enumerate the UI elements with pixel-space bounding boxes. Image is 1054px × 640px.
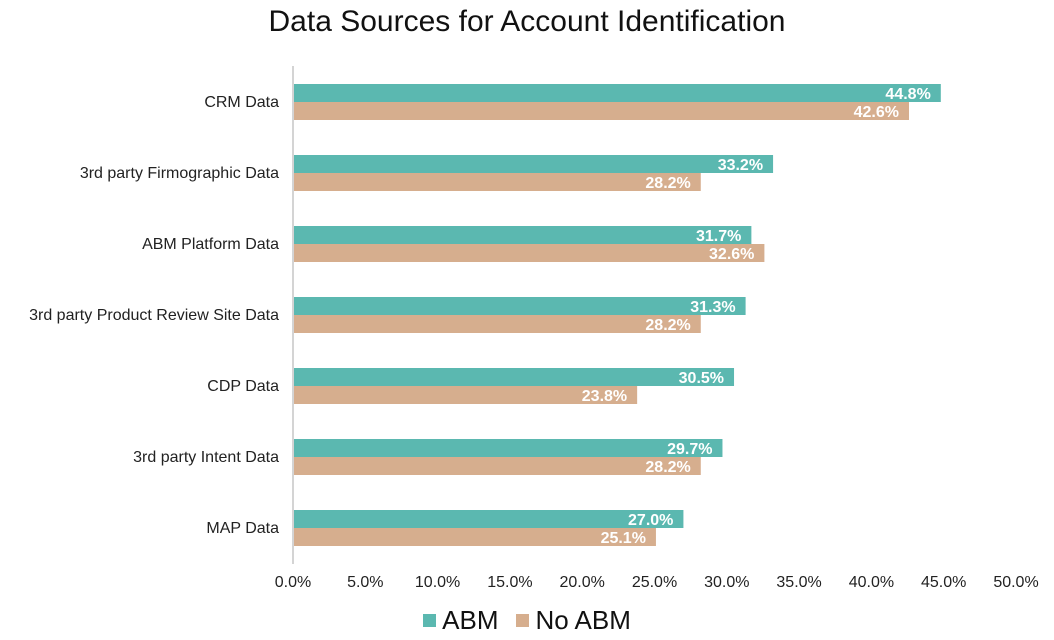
x-tick-label-7: 35.0% xyxy=(776,574,821,591)
bar-no-abm-cdp-data xyxy=(294,386,638,404)
data-label-no-abm-abm-platform-data: 32.6% xyxy=(709,246,754,263)
x-tick-label-4: 20.0% xyxy=(560,574,605,591)
category-label-abm-platform-data: ABM Platform Data xyxy=(142,236,279,253)
chart-plot: CRM Data 44.8%42.6% 3rd party Firmographic… xyxy=(29,66,1039,591)
category-label-3rd-party-firmographic-data: 3rd party Firmographic Data xyxy=(80,165,279,182)
bar-no-abm-3rd-party-firmographic-data xyxy=(294,173,701,191)
x-tick-label-6: 30.0% xyxy=(704,574,749,591)
x-tick-label-10: 50.0% xyxy=(993,574,1038,591)
legend-swatch-abm xyxy=(423,613,437,627)
bar-abm-3rd-party-intent-data xyxy=(294,439,723,457)
x-tick-label-1: 5.0% xyxy=(347,574,383,591)
data-label-abm-abm-platform-data: 31.7% xyxy=(696,228,741,245)
category-label-3rd-party-product-review-site-data: 3rd party Product Review Site Data xyxy=(29,307,279,324)
bar-no-abm-crm-data xyxy=(294,102,909,120)
bar-abm-map-data xyxy=(294,510,684,528)
data-label-no-abm-cdp-data: 23.8% xyxy=(582,388,627,405)
legend-swatch-no-abm xyxy=(516,613,530,627)
bar-abm-cdp-data xyxy=(294,368,735,386)
legend: ABM No ABM xyxy=(0,600,1054,640)
bar-no-abm-map-data xyxy=(294,528,656,546)
x-tick-label-5: 25.0% xyxy=(632,574,677,591)
data-label-no-abm-3rd-party-firmographic-data: 28.2% xyxy=(645,175,690,192)
data-label-abm-crm-data: 44.8% xyxy=(885,86,930,103)
x-tick-label-8: 40.0% xyxy=(849,574,894,591)
data-label-abm-cdp-data: 30.5% xyxy=(679,370,724,387)
legend-label-no-abm: No ABM xyxy=(535,604,631,635)
legend-label-abm: ABM xyxy=(442,604,499,635)
x-tick-label-3: 15.0% xyxy=(487,574,532,591)
data-label-no-abm-3rd-party-intent-data: 28.2% xyxy=(645,459,690,476)
category-label-crm-data: CRM Data xyxy=(204,94,279,111)
data-label-abm-map-data: 27.0% xyxy=(628,512,673,529)
category-label-3rd-party-intent-data: 3rd party Intent Data xyxy=(133,449,279,466)
data-label-no-abm-crm-data: 42.6% xyxy=(854,104,899,121)
x-tick-label-2: 10.0% xyxy=(415,574,460,591)
bar-abm-abm-platform-data xyxy=(294,226,752,244)
data-label-abm-3rd-party-intent-data: 29.7% xyxy=(667,441,712,458)
legend-item-no-abm: No ABM xyxy=(516,604,631,636)
legend-item-abm: ABM xyxy=(423,605,498,636)
bar-abm-3rd-party-firmographic-data xyxy=(294,155,774,173)
bar-no-abm-3rd-party-intent-data xyxy=(294,457,701,475)
data-label-abm-3rd-party-product-review-site-data: 31.3% xyxy=(690,299,735,316)
bar-no-abm-3rd-party-product-review-site-data xyxy=(294,315,701,333)
data-label-no-abm-map-data: 25.1% xyxy=(601,530,646,547)
category-label-map-data: MAP Data xyxy=(206,520,279,537)
bar-no-abm-abm-platform-data xyxy=(294,244,765,262)
data-label-no-abm-3rd-party-product-review-site-data: 28.2% xyxy=(645,317,690,334)
bar-abm-crm-data xyxy=(294,84,941,102)
chart-title: Data Sources for Account Identification xyxy=(268,5,786,38)
x-tick-label-0: 0.0% xyxy=(275,574,311,591)
x-tick-label-9: 45.0% xyxy=(921,574,966,591)
data-label-abm-3rd-party-firmographic-data: 33.2% xyxy=(718,157,763,174)
bar-abm-3rd-party-product-review-site-data xyxy=(294,297,746,315)
category-label-cdp-data: CDP Data xyxy=(207,378,279,395)
